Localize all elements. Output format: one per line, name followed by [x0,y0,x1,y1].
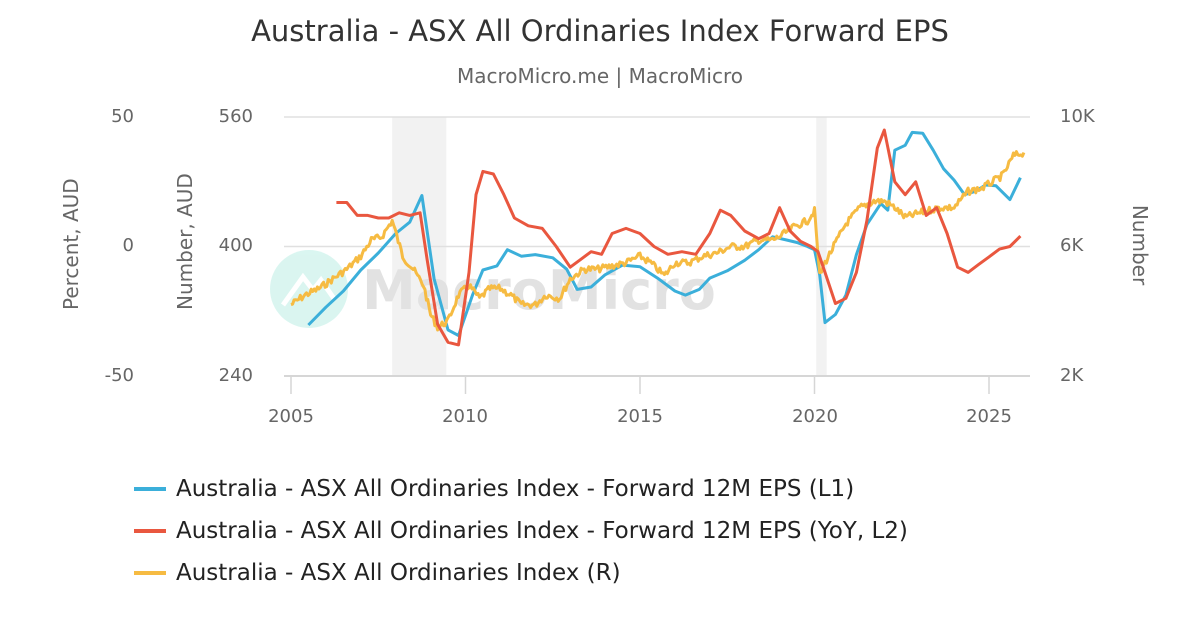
right-tick-bottom: 2K [1060,365,1084,386]
chart-subtitle: MacroMicro.me | MacroMicro [457,64,743,88]
legend-swatch-eps [134,487,166,491]
legend-label-index: Australia - ASX All Ordinaries Index (R) [176,560,621,586]
left1-tick-top: 560 [218,106,253,127]
left1-tick-mid: 400 [218,235,253,256]
series-line-1 [336,128,1022,347]
series-line-0 [307,130,1022,337]
legend-swatch-eps-yoy [134,529,166,533]
x-tick-2015: 2015 [617,406,663,427]
legend-item-index[interactable]: Australia - ASX All Ordinaries Index (R) [134,552,908,594]
series-line-2 [290,150,1026,332]
right-tick-mid: 6K [1060,235,1084,256]
left2-tick-mid: 0 [122,235,134,256]
legend: Australia - ASX All Ordinaries Index - F… [134,468,908,594]
legend-label-eps: Australia - ASX All Ordinaries Index - F… [176,476,855,502]
x-tick-2020: 2020 [792,406,838,427]
right-tick-top: 10K [1060,106,1095,127]
x-tick-2010: 2010 [442,406,488,427]
left2-tick-bottom: -50 [104,365,134,386]
legend-label-eps-yoy: Australia - ASX All Ordinaries Index - F… [176,518,908,544]
chart-title: Australia - ASX All Ordinaries Index For… [251,14,949,48]
x-tick-2025: 2025 [966,406,1012,427]
watermark-logo [270,250,348,328]
x-axis-ticks [290,376,990,394]
left2-tick-top: 50 [111,106,134,127]
legend-item-eps[interactable]: Australia - ASX All Ordinaries Index - F… [134,468,908,510]
left1-tick-bottom: 240 [218,365,253,386]
series-lines [290,128,1026,347]
legend-item-eps-yoy[interactable]: Australia - ASX All Ordinaries Index - F… [134,510,908,552]
x-tick-2005: 2005 [268,406,314,427]
legend-swatch-index [134,571,166,575]
